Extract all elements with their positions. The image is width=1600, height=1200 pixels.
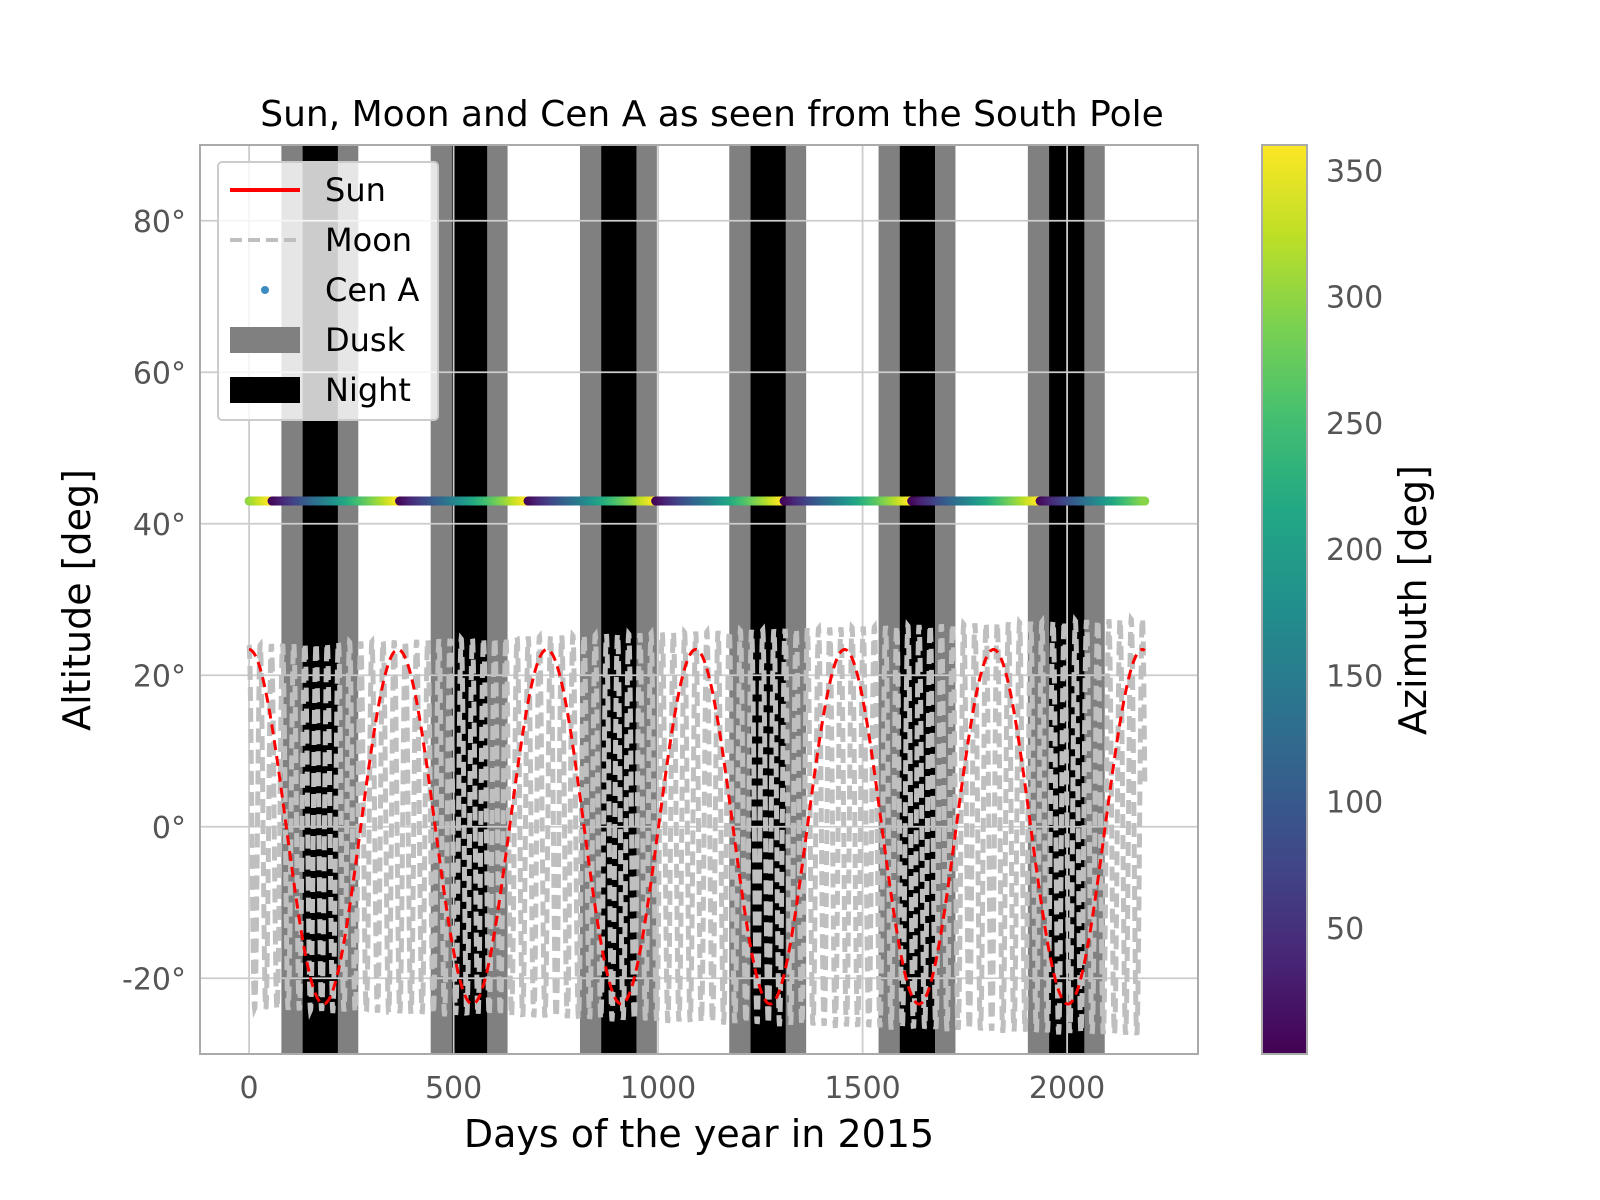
plot-frame xyxy=(199,144,1199,1055)
x-tick-label: 1500 xyxy=(824,1071,900,1106)
colorbar-gradient xyxy=(1261,144,1308,1055)
colorbar-tick-label: 250 xyxy=(1326,407,1383,442)
y-tick-label: 60° xyxy=(133,356,186,391)
y-tick-label: -20° xyxy=(122,962,186,997)
legend: Sun Moon Cen A Dusk Night xyxy=(217,161,439,421)
plot-area xyxy=(200,145,1198,1054)
legend-label: Night xyxy=(325,371,411,409)
legend-night-swatch xyxy=(230,377,300,403)
sun-series xyxy=(248,647,1146,1006)
colorbar-tick-label: 200 xyxy=(1326,533,1383,568)
y-tick-label: 20° xyxy=(133,659,186,694)
x-tick-label: 1000 xyxy=(620,1071,696,1106)
x-tick-label: 0 xyxy=(240,1071,259,1106)
legend-box xyxy=(217,161,439,421)
x-axis-label: Days of the year in 2015 xyxy=(464,1112,934,1156)
legend-label: Sun xyxy=(325,171,386,209)
y-tick-label: 80° xyxy=(133,205,186,240)
y-tick-label: 0° xyxy=(152,811,186,846)
y-axis-label: Altitude [deg] xyxy=(55,469,99,731)
colorbar-tick-label: 300 xyxy=(1326,281,1383,316)
moon-line xyxy=(246,612,1148,1037)
legend-cena-swatch xyxy=(261,286,269,294)
colorbar: 50 100 150 200 250 300 350 Azimuth [deg] xyxy=(1261,144,1435,1055)
colorbar-tick-label: 350 xyxy=(1326,154,1383,189)
colorbar-tick-label: 150 xyxy=(1326,659,1383,694)
sun-line xyxy=(248,647,1146,1006)
x-axis-ticks: 0 500 1000 1500 2000 xyxy=(240,1071,1106,1106)
cena-series xyxy=(244,496,1150,506)
colorbar-label: Azimuth [deg] xyxy=(1391,465,1435,735)
colorbar-ticks: 50 100 150 200 250 300 350 xyxy=(1326,154,1383,947)
y-tick-label: 40° xyxy=(133,508,186,543)
y-axis-ticks: -20° 0° 20° 40° 60° 80° xyxy=(122,205,186,998)
moon-series xyxy=(246,612,1148,1037)
legend-label: Moon xyxy=(325,221,412,259)
colorbar-tick-label: 50 xyxy=(1326,912,1364,947)
x-tick-label: 2000 xyxy=(1029,1071,1105,1106)
legend-label: Cen A xyxy=(325,271,419,309)
legend-dusk-swatch xyxy=(230,327,300,353)
colorbar-tick-label: 100 xyxy=(1326,786,1383,821)
cena-point xyxy=(1140,496,1150,506)
legend-label: Dusk xyxy=(325,321,406,359)
x-tick-label: 500 xyxy=(425,1071,482,1106)
chart-title: Sun, Moon and Cen A as seen from the Sou… xyxy=(260,94,1164,135)
